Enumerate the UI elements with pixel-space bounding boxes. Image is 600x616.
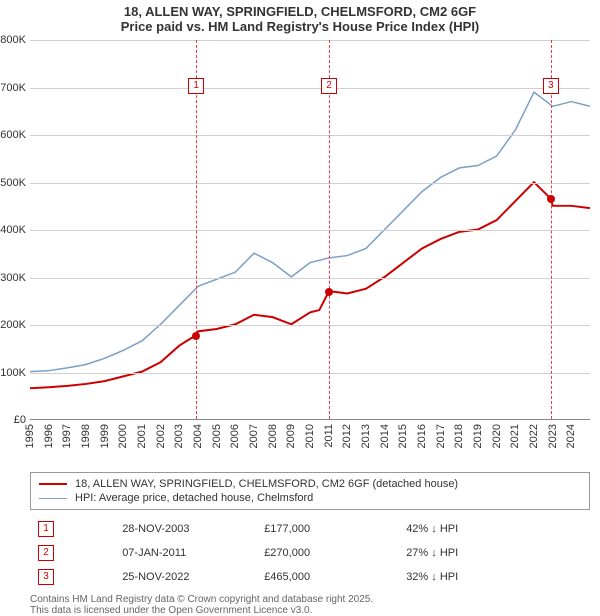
- title-line-2: Price paid vs. HM Land Registry's House …: [0, 19, 600, 34]
- legend-item: HPI: Average price, detached house, Chel…: [39, 491, 581, 505]
- legend-swatch: [39, 498, 67, 499]
- legend-label: HPI: Average price, detached house, Chel…: [75, 492, 313, 504]
- y-axis-label: £200K: [0, 319, 26, 331]
- x-axis-label: 1997: [61, 424, 73, 448]
- gridline-h: [30, 325, 590, 326]
- y-axis-label: £800K: [0, 34, 26, 46]
- x-axis-label: 2017: [435, 424, 447, 448]
- event-marker: 3: [543, 78, 559, 94]
- x-axis-label: 2003: [173, 424, 185, 448]
- event-row: 1 28-NOV-2003£177,00042% ↓ HPI: [32, 518, 588, 540]
- x-axis-label: 2015: [397, 424, 409, 448]
- x-axis-label: 2019: [472, 424, 484, 448]
- chart-area: 123 £0£100K£200K£300K£400K£500K£600K£700…: [30, 40, 590, 420]
- x-axis-label: 1999: [99, 424, 111, 448]
- y-axis-label: £500K: [0, 177, 26, 189]
- gridline-h: [30, 40, 590, 41]
- y-axis-label: £300K: [0, 272, 26, 284]
- x-axis-label: 2016: [416, 424, 428, 448]
- x-axis-label: 1996: [43, 424, 55, 448]
- data-point: [547, 195, 555, 203]
- x-axis-label: 2023: [547, 424, 559, 448]
- event-price: £177,000: [258, 518, 398, 540]
- x-axis-label: 2007: [248, 424, 260, 448]
- x-axis-label: 2009: [285, 424, 297, 448]
- y-axis-label: £100K: [0, 367, 26, 379]
- event-delta: 42% ↓ HPI: [400, 518, 588, 540]
- legend-label: 18, ALLEN WAY, SPRINGFIELD, CHELMSFORD, …: [75, 478, 458, 490]
- event-delta: 32% ↓ HPI: [400, 566, 588, 588]
- event-marker: 1: [188, 78, 204, 94]
- event-line: [551, 40, 552, 419]
- event-badge: 1: [38, 521, 54, 537]
- event-row: 2 07-JAN-2011£270,00027% ↓ HPI: [32, 542, 588, 564]
- gridline-h: [30, 230, 590, 231]
- gridline-h: [30, 183, 590, 184]
- y-axis-label: £700K: [0, 82, 26, 94]
- y-axis-label: £400K: [0, 224, 26, 236]
- event-badge: 2: [38, 545, 54, 561]
- gridline-h: [30, 278, 590, 279]
- plot: 1 2 3: [30, 40, 590, 420]
- gridline-h: [30, 135, 590, 136]
- event-price: £270,000: [258, 542, 398, 564]
- event-date: 07-JAN-2011: [116, 542, 256, 564]
- x-axis-label: 2018: [453, 424, 465, 448]
- event-marker: 2: [321, 78, 337, 94]
- event-row: 3 25-NOV-2022£465,00032% ↓ HPI: [32, 566, 588, 588]
- gridline-h: [30, 373, 590, 374]
- x-axis-label: 2021: [509, 424, 521, 448]
- title-line-1: 18, ALLEN WAY, SPRINGFIELD, CHELMSFORD, …: [0, 4, 600, 19]
- x-axis-label: 2022: [528, 424, 540, 448]
- x-axis-label: 2011: [323, 424, 335, 448]
- event-price: £465,000: [258, 566, 398, 588]
- x-axis-label: 2002: [155, 424, 167, 448]
- x-axis-label: 2014: [379, 424, 391, 448]
- chart-title-block: 18, ALLEN WAY, SPRINGFIELD, CHELMSFORD, …: [0, 0, 600, 36]
- legend-swatch: [39, 483, 67, 485]
- x-axis-label: 2001: [136, 424, 148, 448]
- x-axis-label: 2008: [267, 424, 279, 448]
- data-point: [325, 288, 333, 296]
- x-axis-label: 2020: [491, 424, 503, 448]
- event-line: [196, 40, 197, 419]
- events-table: 1 28-NOV-2003£177,00042% ↓ HPI 2 07-JAN-201…: [30, 516, 590, 590]
- x-axis-label: 2010: [304, 424, 316, 448]
- x-axis-label: 2012: [341, 424, 353, 448]
- event-line: [329, 40, 330, 419]
- event-badge: 3: [38, 569, 54, 585]
- footer: Contains HM Land Registry data © Crown c…: [30, 594, 590, 616]
- x-axis-label: 2000: [117, 424, 129, 448]
- footer-line-2: This data is licensed under the Open Gov…: [30, 605, 590, 616]
- x-axis-label: 2006: [229, 424, 241, 448]
- x-axis-label: 1998: [80, 424, 92, 448]
- legend: 18, ALLEN WAY, SPRINGFIELD, CHELMSFORD, …: [30, 472, 590, 510]
- x-axis-label: 1995: [24, 424, 36, 448]
- x-axis-label: 2004: [192, 424, 204, 448]
- x-axis-label: 2013: [360, 424, 372, 448]
- footer-line-1: Contains HM Land Registry data © Crown c…: [30, 594, 590, 605]
- series-line-price_paid: [30, 182, 590, 388]
- data-point: [192, 332, 200, 340]
- event-date: 28-NOV-2003: [116, 518, 256, 540]
- gridline-h: [30, 88, 590, 89]
- y-axis-label: £600K: [0, 129, 26, 141]
- event-delta: 27% ↓ HPI: [400, 542, 588, 564]
- x-axis-label: 2024: [565, 424, 577, 448]
- legend-item: 18, ALLEN WAY, SPRINGFIELD, CHELMSFORD, …: [39, 477, 581, 491]
- event-date: 25-NOV-2022: [116, 566, 256, 588]
- x-axis-label: 2005: [211, 424, 223, 448]
